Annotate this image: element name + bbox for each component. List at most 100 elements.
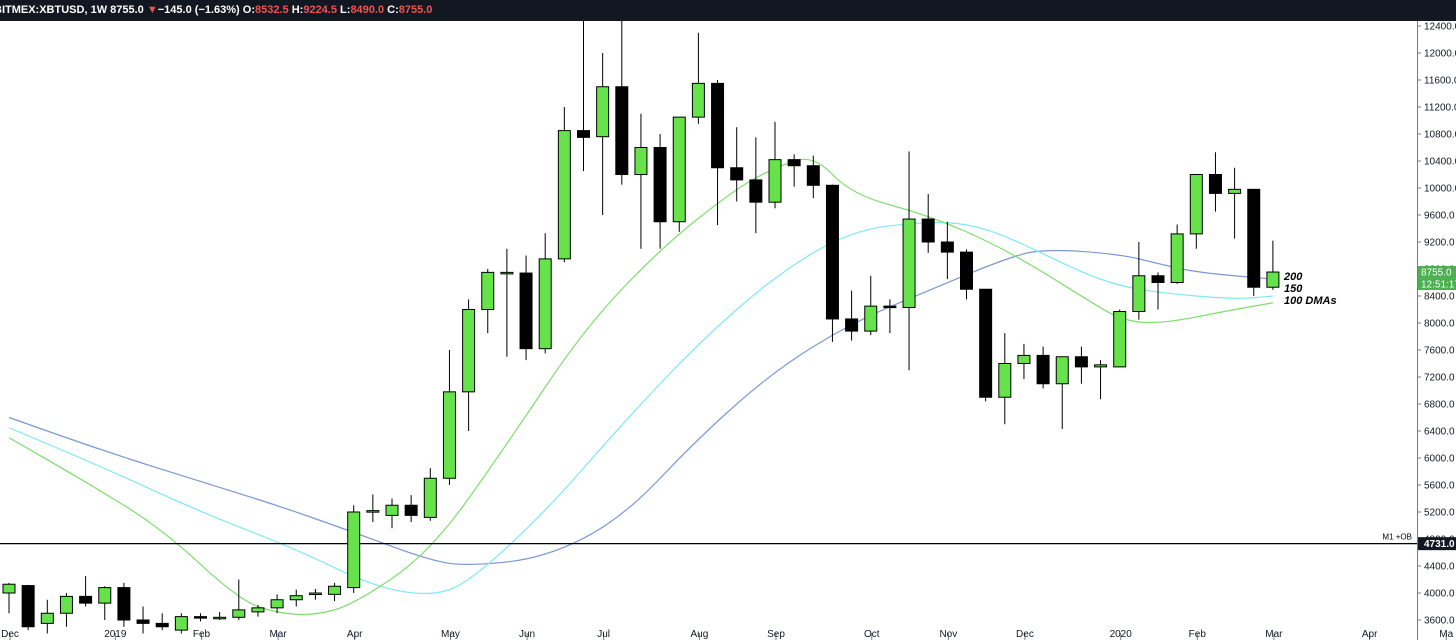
candle[interactable] bbox=[213, 611, 227, 620]
candle-body bbox=[1074, 356, 1088, 368]
countdown-tag bbox=[1418, 278, 1456, 291]
candle[interactable] bbox=[634, 113, 648, 249]
candle[interactable] bbox=[864, 275, 878, 336]
time-tick-label: Mar bbox=[1265, 629, 1283, 640]
candle-body bbox=[289, 595, 303, 601]
time-tick-label: Feb bbox=[193, 629, 211, 640]
horizontal-line-group: M1 +OB bbox=[0, 533, 1417, 545]
candle[interactable] bbox=[845, 290, 859, 341]
candle[interactable] bbox=[538, 233, 552, 354]
candle[interactable] bbox=[711, 80, 725, 226]
horizontal-line-label: M1 +OB bbox=[1382, 533, 1412, 542]
candle[interactable] bbox=[1094, 360, 1108, 400]
candle-body bbox=[749, 179, 763, 203]
candle[interactable] bbox=[653, 134, 667, 249]
candle[interactable] bbox=[251, 605, 265, 617]
candle[interactable] bbox=[117, 582, 131, 627]
candle[interactable] bbox=[308, 588, 322, 600]
candle[interactable] bbox=[385, 498, 399, 529]
candle[interactable] bbox=[921, 194, 935, 253]
candle[interactable] bbox=[1170, 224, 1184, 284]
candle[interactable] bbox=[979, 288, 993, 402]
candle-body bbox=[1189, 174, 1203, 235]
candle[interactable] bbox=[1036, 346, 1050, 389]
candle[interactable] bbox=[136, 606, 150, 634]
candle[interactable] bbox=[730, 127, 744, 202]
price-chart[interactable]: M1 +OB 200 150 100 DMAs 3600.0 4000.0 4400… bbox=[0, 21, 1456, 640]
price-tick-label: 4400.0 bbox=[1424, 562, 1455, 573]
candle[interactable] bbox=[423, 468, 437, 521]
candle[interactable] bbox=[519, 255, 533, 361]
candle[interactable] bbox=[940, 221, 954, 280]
candle[interactable] bbox=[557, 107, 571, 263]
candle[interactable] bbox=[1266, 240, 1280, 290]
candle-body bbox=[1113, 311, 1127, 368]
candle[interactable] bbox=[749, 137, 763, 234]
candle[interactable] bbox=[672, 116, 686, 232]
time-tick-label: Apr bbox=[1362, 629, 1378, 640]
candle[interactable] bbox=[500, 248, 514, 357]
candle[interactable] bbox=[481, 269, 495, 334]
candle[interactable] bbox=[691, 32, 705, 124]
candle[interactable] bbox=[787, 154, 801, 187]
symbol-name[interactable]: BITMEX:XBTUSD bbox=[0, 4, 85, 16]
candle[interactable] bbox=[960, 249, 973, 300]
candle[interactable] bbox=[270, 594, 284, 614]
candle[interactable] bbox=[174, 613, 188, 634]
interval-label[interactable]: 1W bbox=[90, 4, 108, 16]
candle[interactable] bbox=[404, 495, 418, 523]
candle[interactable] bbox=[1228, 167, 1242, 239]
candle[interactable] bbox=[825, 184, 839, 342]
time-tick-label: Dec bbox=[1016, 629, 1034, 640]
candle[interactable] bbox=[615, 21, 629, 185]
candle[interactable] bbox=[1074, 346, 1088, 384]
time-tick-label: Ma bbox=[1439, 629, 1453, 640]
candle[interactable] bbox=[1151, 272, 1165, 310]
candle[interactable] bbox=[768, 121, 782, 209]
candle[interactable] bbox=[1132, 242, 1146, 320]
candle[interactable] bbox=[442, 350, 456, 485]
candle-body bbox=[998, 363, 1012, 398]
ma-200-line[interactable] bbox=[8, 249, 1273, 565]
candle[interactable] bbox=[347, 505, 361, 593]
candle-body bbox=[634, 147, 648, 175]
candle[interactable] bbox=[155, 613, 169, 631]
price-tick-label: 5200.0 bbox=[1424, 508, 1455, 519]
candle-body bbox=[481, 271, 495, 310]
candle-body bbox=[385, 504, 399, 516]
candle[interactable] bbox=[328, 582, 342, 602]
ma-150-line[interactable] bbox=[8, 221, 1273, 595]
candle[interactable] bbox=[40, 599, 54, 634]
candle[interactable] bbox=[596, 53, 610, 215]
candle[interactable] bbox=[1113, 309, 1127, 368]
candle[interactable] bbox=[79, 576, 93, 607]
candle[interactable] bbox=[1055, 356, 1069, 429]
candle[interactable] bbox=[998, 333, 1012, 425]
time-axis[interactable]: Dec 2019 Feb Mar Apr May Jun Jul Aug Sep Oct Nov Dec… bbox=[1, 629, 1454, 640]
candle-body bbox=[1228, 188, 1242, 194]
candle[interactable] bbox=[1208, 152, 1222, 212]
candle[interactable] bbox=[1017, 343, 1031, 380]
candle[interactable] bbox=[366, 494, 380, 523]
candle[interactable] bbox=[883, 299, 897, 334]
candle[interactable] bbox=[462, 299, 476, 431]
candle-body bbox=[500, 271, 514, 275]
candle[interactable] bbox=[902, 151, 916, 371]
candle-body bbox=[21, 585, 35, 628]
candle[interactable] bbox=[289, 589, 303, 607]
candle[interactable] bbox=[21, 584, 35, 631]
candle[interactable] bbox=[1247, 188, 1261, 296]
candle[interactable] bbox=[806, 155, 820, 199]
candle[interactable] bbox=[577, 21, 590, 172]
candle-body bbox=[194, 616, 207, 619]
ma-100-line[interactable] bbox=[8, 158, 1274, 616]
price-tick-label: 9200.0 bbox=[1424, 238, 1455, 249]
price-tick-label: 6800.0 bbox=[1424, 400, 1455, 411]
candle[interactable] bbox=[1189, 174, 1203, 249]
candle[interactable] bbox=[98, 586, 112, 620]
candle[interactable] bbox=[2, 582, 16, 614]
candle[interactable] bbox=[59, 593, 73, 627]
candle[interactable] bbox=[194, 613, 207, 622]
candle-body bbox=[615, 86, 629, 175]
candle[interactable] bbox=[232, 579, 246, 621]
